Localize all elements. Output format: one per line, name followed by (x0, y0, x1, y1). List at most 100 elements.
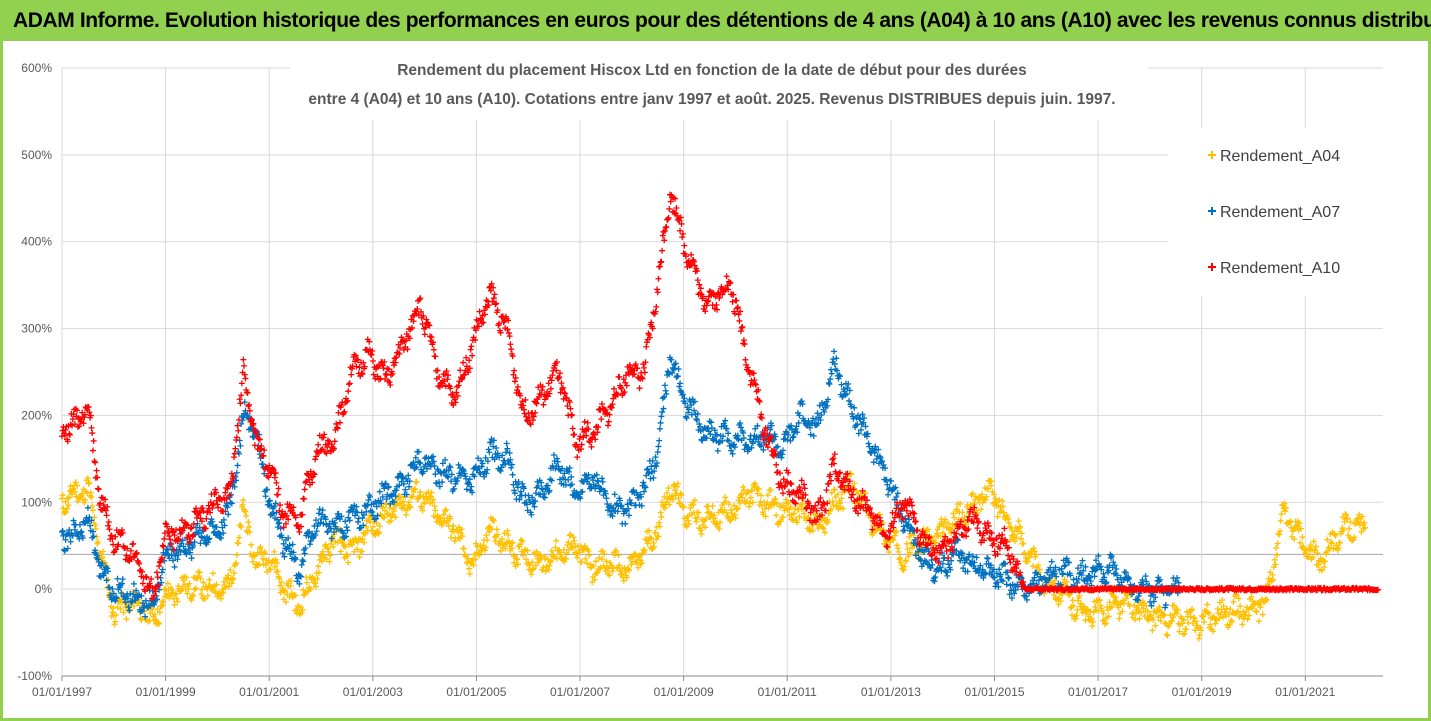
data-point (187, 549, 194, 556)
data-point (185, 585, 192, 592)
data-point (215, 504, 222, 511)
data-point (594, 569, 601, 576)
data-point (356, 554, 363, 561)
data-point (320, 520, 327, 527)
data-point (234, 462, 241, 469)
data-point (509, 471, 516, 478)
data-point (829, 498, 836, 505)
data-point (1136, 615, 1143, 622)
data-point (1192, 627, 1199, 634)
data-point (1244, 616, 1251, 623)
data-point (220, 516, 227, 523)
data-point (585, 547, 592, 554)
data-point (94, 474, 101, 481)
data-point (1259, 611, 1266, 618)
data-point (1200, 613, 1207, 620)
data-point (300, 558, 307, 565)
data-point (1069, 597, 1076, 604)
data-point (392, 493, 399, 500)
data-point (681, 242, 688, 249)
data-point (470, 562, 477, 569)
data-point (233, 552, 240, 559)
data-point (990, 491, 997, 498)
data-point (1278, 511, 1285, 518)
data-point (1276, 531, 1283, 538)
data-point (709, 502, 716, 509)
data-point (582, 555, 589, 562)
data-point (862, 489, 869, 496)
data-point (1246, 612, 1253, 619)
data-point (327, 525, 334, 532)
data-point (782, 496, 789, 503)
data-point (69, 532, 76, 539)
data-point (1070, 576, 1077, 583)
data-point (1083, 610, 1090, 617)
data-point (330, 529, 337, 536)
data-point (315, 563, 322, 570)
data-point (106, 526, 113, 533)
data-point (114, 575, 121, 582)
data-point (79, 534, 86, 541)
data-point (66, 526, 73, 533)
data-point (342, 533, 349, 540)
data-point (417, 489, 424, 496)
data-point (460, 545, 467, 552)
data-point (88, 494, 95, 501)
data-point (722, 494, 729, 501)
data-point (427, 493, 434, 500)
data-point (213, 581, 220, 588)
data-point (316, 506, 323, 513)
data-point (546, 562, 553, 569)
data-point (348, 541, 355, 548)
data-point (743, 498, 750, 505)
data-point (324, 544, 331, 551)
data-point (340, 530, 347, 537)
data-point (514, 556, 521, 563)
data-point (361, 539, 368, 546)
data-point (466, 565, 473, 572)
data-point (1332, 532, 1339, 539)
data-point (605, 418, 612, 425)
data-point (996, 497, 1003, 504)
data-point (180, 543, 187, 550)
data-point (233, 477, 240, 484)
data-point (1228, 618, 1235, 625)
data-point (486, 449, 493, 456)
data-point (553, 537, 560, 544)
data-point (1032, 551, 1039, 558)
data-point (494, 531, 501, 538)
data-point (124, 595, 131, 602)
data-point (90, 437, 97, 444)
data-point (232, 561, 239, 568)
data-point (361, 511, 368, 518)
data-point (942, 534, 949, 541)
data-point (695, 509, 702, 516)
data-point (1212, 620, 1219, 627)
data-point (1171, 602, 1178, 609)
data-point (394, 496, 401, 503)
data-point (209, 570, 216, 577)
data-point (94, 556, 101, 563)
data-point (416, 492, 423, 499)
data-point (511, 367, 518, 374)
data-point (335, 510, 342, 517)
data-point (369, 509, 376, 516)
data-point (1230, 598, 1237, 605)
data-point (242, 508, 249, 515)
data-point (657, 259, 664, 266)
data-point (584, 419, 591, 426)
data-point (638, 557, 645, 564)
data-point (397, 500, 404, 507)
data-point (1323, 550, 1330, 557)
data-point (1276, 528, 1283, 535)
data-point (1189, 606, 1196, 613)
data-point (59, 528, 65, 535)
data-point (1307, 542, 1314, 549)
data-point (227, 499, 234, 506)
data-point (1150, 616, 1157, 623)
data-point (274, 524, 281, 531)
data-point (1312, 546, 1319, 553)
data-point (1271, 556, 1278, 563)
data-point (312, 583, 319, 590)
data-point (541, 555, 548, 562)
